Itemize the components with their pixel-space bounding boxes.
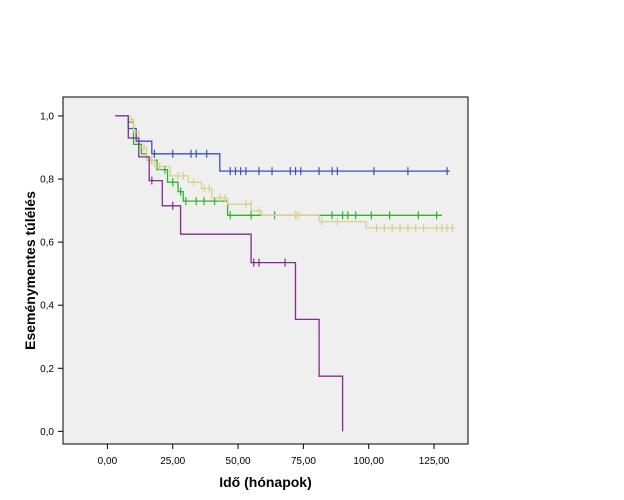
- y-tick-label: 0,4: [40, 301, 54, 312]
- x-tick-label: 50,00: [226, 456, 251, 467]
- x-tick-label: 125,00: [419, 456, 450, 467]
- axis-layer: 0,00 25,00 50,00 75,00 100,00 125,00 0,0 0,2 0,4…: [40, 111, 450, 467]
- y-tick-label: 0,2: [40, 364, 54, 375]
- x-tick-label: 25,00: [160, 456, 185, 467]
- series-layer: [115, 115, 455, 432]
- x-tick-label: 100,00: [353, 456, 384, 467]
- series-4: [115, 115, 344, 432]
- y-tick-label: 0,0: [40, 427, 54, 438]
- y-tick-label: 0,6: [40, 238, 54, 249]
- y-tick-label: 0,8: [40, 175, 54, 186]
- survival-curve: [128, 121, 442, 216]
- x-tick-label: 0,00: [98, 456, 118, 467]
- survival-curve: [115, 115, 344, 432]
- survival-curve: [128, 118, 455, 229]
- plot-area: [62, 96, 469, 445]
- x-tick-label: 75,00: [291, 456, 316, 467]
- series-3: [128, 115, 455, 232]
- y-tick-label: 1,0: [40, 111, 54, 122]
- x-axis-title: Idő (hónapok): [219, 474, 312, 490]
- y-axis-title: Eseménymentes túlélés: [22, 191, 38, 350]
